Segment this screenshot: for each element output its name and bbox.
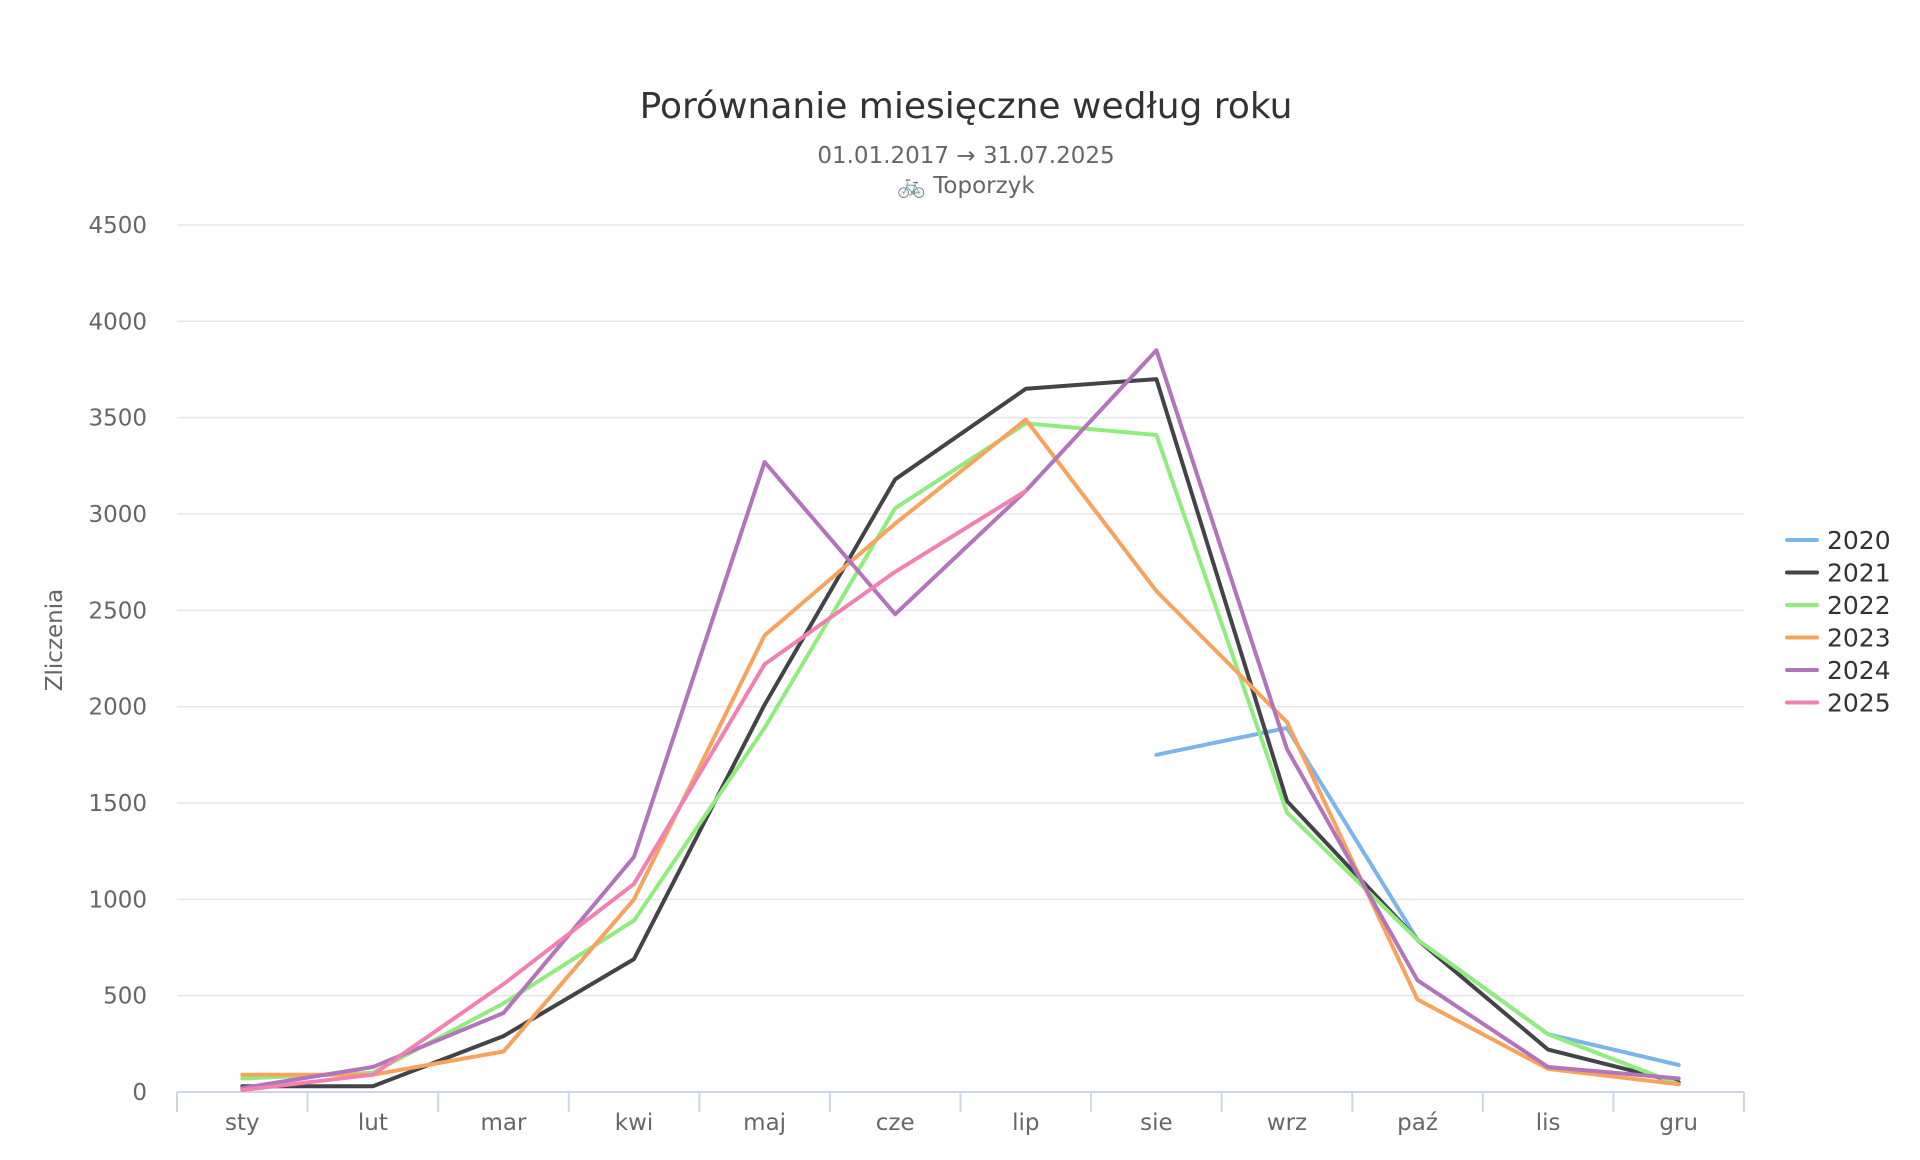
series-line [240, 421, 1681, 1087]
y-tick-label: 4500 [88, 213, 147, 239]
legend-label: 2020 [1827, 526, 1891, 555]
x-tick-label: gru [1659, 1110, 1698, 1136]
x-axis: sty lut mar kwi maj cze lip sie wrz paź lis gru [176, 1091, 1745, 1136]
x-tick-label: lis [1536, 1110, 1561, 1136]
legend-label: 2023 [1827, 624, 1891, 653]
chart-subtitle: 01.01.2017 → 31.07.2025 [817, 143, 1114, 169]
series-line [240, 488, 1028, 1093]
series-line [240, 377, 1681, 1089]
y-tick-label: 2500 [88, 598, 147, 624]
x-tick-label: sty [225, 1110, 260, 1136]
series-line [240, 348, 1681, 1091]
y-tick-label: 500 [103, 984, 147, 1010]
y-tick-label: 1500 [88, 791, 147, 817]
legend-item[interactable]: 2022 [1785, 591, 1891, 620]
legend[interactable]: 2020 2021 2022 2023 2024 2025 [1785, 526, 1891, 718]
legend-label: 2021 [1827, 559, 1891, 588]
legend-item[interactable]: 2023 [1785, 624, 1891, 653]
series-layer [240, 348, 1681, 1093]
series-2023 [240, 417, 1681, 1087]
x-tick-label: cze [876, 1110, 915, 1136]
y-tick-label: 3000 [88, 502, 147, 528]
x-tick-label: mar [480, 1110, 526, 1136]
legend-label: 2024 [1827, 656, 1891, 685]
legend-item[interactable]: 2024 [1785, 656, 1891, 685]
x-tick-label: kwi [615, 1110, 654, 1136]
series-2021 [240, 377, 1681, 1089]
x-tick-label: lut [358, 1110, 388, 1136]
series-2020 [1154, 725, 1681, 1067]
legend-item[interactable]: 2020 [1785, 526, 1891, 555]
legend-item[interactable]: 2025 [1785, 689, 1891, 718]
grid-layer: 0 500 1000 1500 2000 2500 3000 3500 4000 4500 [88, 213, 1744, 1106]
legend-label: 2025 [1827, 689, 1891, 718]
legend-item[interactable]: 2021 [1785, 559, 1891, 588]
x-tick-label: sie [1140, 1110, 1173, 1136]
x-tick-label: paź [1397, 1110, 1438, 1136]
y-tick-label: 4000 [88, 309, 147, 335]
chart-title: Porównanie miesięczne według roku [640, 86, 1293, 127]
y-tick-label: 1000 [88, 887, 147, 913]
series-2025 [240, 488, 1028, 1093]
x-tick-label: wrz [1267, 1110, 1307, 1136]
legend-label: 2022 [1827, 591, 1891, 620]
series-2022 [240, 421, 1681, 1087]
x-tick-label: lip [1012, 1110, 1039, 1136]
chart-location: 🚲 Toporzyk [897, 173, 1035, 199]
y-axis-title: Zliczenia [42, 589, 68, 691]
series-line [1154, 725, 1681, 1067]
y-tick-label: 3500 [88, 406, 147, 432]
y-tick-label: 0 [132, 1080, 147, 1106]
y-tick-label: 2000 [88, 695, 147, 721]
series-line [240, 417, 1681, 1087]
x-tick-label: maj [743, 1110, 786, 1136]
